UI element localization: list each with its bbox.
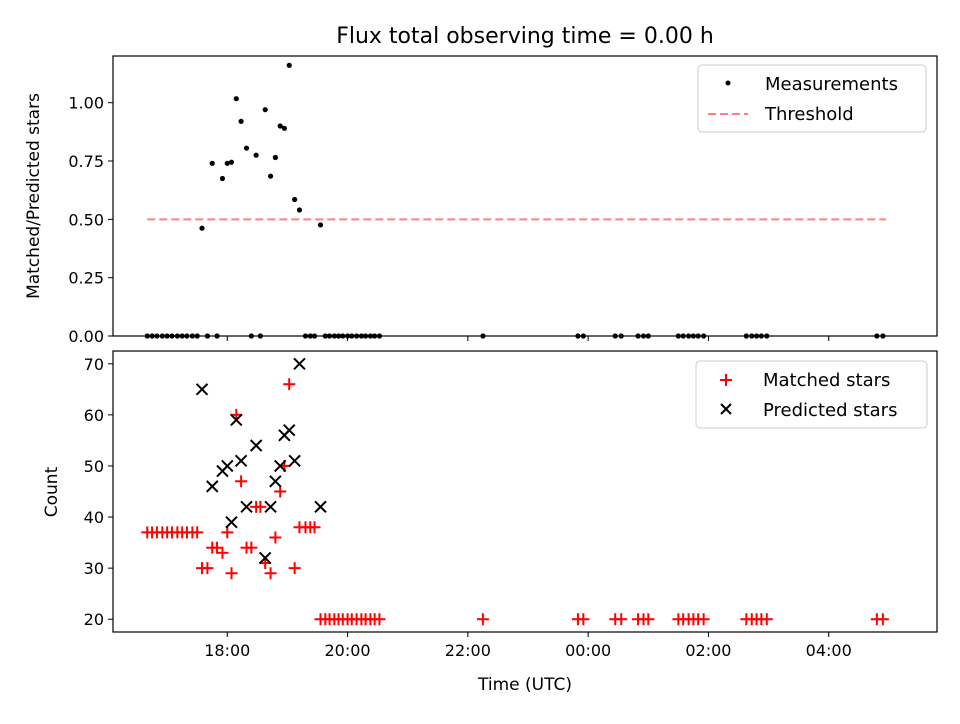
top-y-tick-label: 0.50: [68, 210, 104, 229]
x-tick-label: 02:00: [685, 641, 731, 660]
x-tick-label: 20:00: [325, 641, 371, 660]
bottom-y-tick-label: 60: [84, 406, 104, 425]
bottom-legend: Matched stars Predicted stars: [695, 360, 928, 429]
top-plot-frame: [112, 55, 938, 337]
matched-star-point: [577, 613, 590, 626]
matched-star-point: [373, 613, 386, 626]
matched-star-point: [760, 613, 773, 626]
x-tick-label: 04:00: [806, 641, 852, 660]
matched-star-point: [211, 541, 224, 554]
legend-matched-label: Matched stars: [763, 370, 890, 391]
predicted-star-point: [258, 551, 272, 565]
predicted-star-point: [221, 459, 234, 473]
measurement-point: [281, 125, 288, 131]
predicted-star-point: [225, 515, 238, 529]
measurement-point: [233, 96, 239, 102]
x-tick-label: 22:00: [445, 641, 491, 660]
measurement-point: [253, 152, 259, 158]
bottom-y-tick-label: 40: [84, 508, 104, 527]
matched-star-point: [201, 562, 214, 575]
matched-star-point: [308, 521, 321, 534]
top-y-axis-label: Matched/Predicted stars: [24, 93, 44, 299]
measurement-point: [209, 160, 215, 166]
predicted-star-point: [283, 423, 296, 437]
legend-measurements-marker: [725, 80, 731, 86]
predicted-star-point: [230, 413, 243, 427]
measurement-point: [262, 107, 268, 113]
predicted-star-point: [288, 454, 301, 468]
measurement-point: [317, 222, 324, 228]
measurement-point: [296, 207, 303, 213]
predicted-star-point: [273, 459, 287, 473]
bottom-y-axis-label: Count: [42, 466, 62, 517]
bottom-y-tick-label: 30: [84, 559, 104, 578]
top-legend: Measurements Threshold: [697, 64, 927, 133]
top-y-tick-label: 0.25: [68, 269, 104, 288]
measurement-point: [272, 154, 278, 161]
matched-star-point: [476, 613, 489, 626]
matched-star-point: [269, 531, 282, 544]
measurement-point: [238, 118, 244, 124]
measurement-point: [228, 159, 235, 165]
legend-measurements-label: Measurements: [765, 74, 898, 95]
bottom-plot-frame: [112, 350, 938, 633]
predicted-star-point: [249, 439, 263, 452]
top-panel: 0.00 0.25 0.50 0.75 1.00 Matched/Predicted s…: [24, 55, 938, 346]
predicted-star-point: [234, 454, 248, 468]
legend-matched-marker: [720, 374, 732, 386]
x-tick-label: 18:00: [204, 641, 250, 660]
predicted-star-point: [314, 500, 327, 514]
matched-star-point: [235, 475, 248, 488]
matched-star-point: [264, 567, 277, 580]
matched-star-point: [245, 541, 258, 554]
matched-star-point: [221, 526, 234, 539]
x-axis-label: Time (UTC): [477, 675, 572, 695]
predicted-star-point: [240, 500, 253, 514]
matched-star-point: [288, 562, 301, 575]
measurement-point: [199, 225, 205, 231]
matched-star-point: [283, 378, 296, 391]
matched-star-point: [254, 500, 267, 513]
matched-star-point: [274, 485, 287, 498]
predicted-star-point: [269, 475, 282, 488]
measurement-point: [277, 123, 283, 129]
predicted-star-point: [293, 357, 306, 370]
bottom-y-tick-label: 20: [84, 610, 104, 629]
measurement-point: [286, 62, 292, 68]
top-y-tick-label: 0.75: [68, 152, 104, 171]
legend-predicted-label: Predicted stars: [763, 400, 897, 421]
legend-predicted-marker: [720, 403, 732, 415]
predicted-star-point: [264, 500, 277, 514]
measurement-point: [219, 175, 226, 182]
matched-star-point: [225, 567, 238, 580]
legend-threshold-label: Threshold: [764, 104, 854, 125]
top-y-tick-label: 0.00: [68, 327, 104, 346]
top-chart-title: Flux total observing time = 0.00 h: [336, 24, 714, 49]
matched-star-point: [191, 526, 204, 539]
x-tick-label: 00:00: [565, 641, 611, 660]
bottom-y-tick-label: 50: [84, 457, 104, 476]
matched-star-point: [876, 613, 889, 626]
predicted-star-point: [195, 383, 209, 396]
measurement-point: [224, 160, 230, 166]
measurement-point: [267, 173, 274, 179]
measurement-point: [292, 196, 298, 203]
bottom-y-tick-label: 70: [84, 355, 104, 374]
top-y-tick-label: 1.00: [68, 94, 104, 113]
matched-star-point: [697, 613, 710, 626]
bottom-panel: 20 30 40 50 60 70 18:00 20:00 22:00 00:00 02:00 04:…: [42, 350, 938, 695]
matched-star-point: [642, 613, 655, 626]
measurement-point: [243, 145, 250, 151]
matched-star-point: [216, 546, 229, 559]
matched-star-point: [615, 613, 628, 626]
predicted-star-point: [206, 480, 219, 493]
